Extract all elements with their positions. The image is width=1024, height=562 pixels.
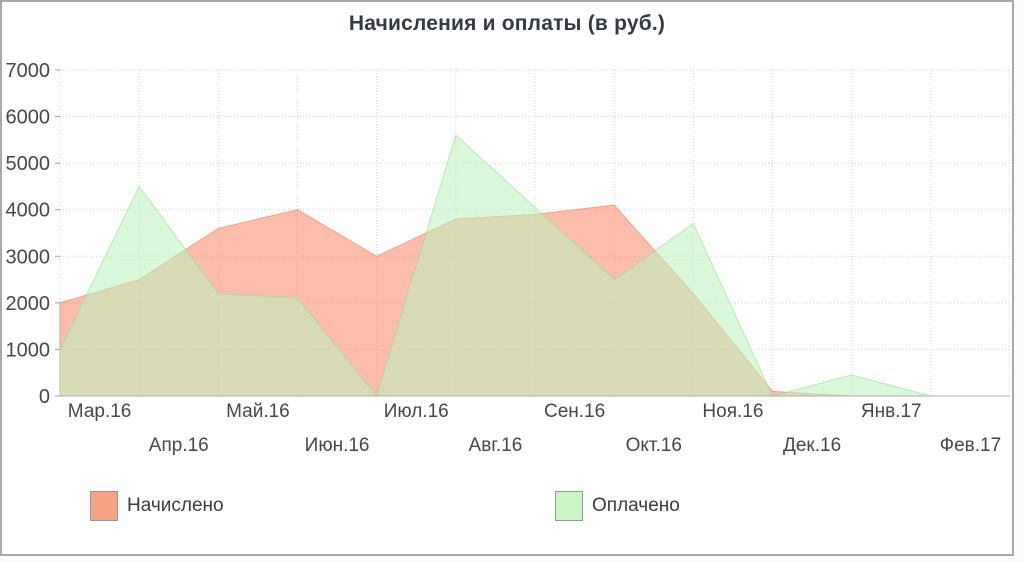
chart-title: Начисления и оплаты (в руб.) bbox=[348, 12, 666, 35]
x-tick-label: Июн.16 bbox=[305, 435, 370, 456]
x-tick-label: Сен.16 bbox=[544, 401, 605, 422]
y-tick-label: 2000 bbox=[6, 293, 51, 315]
y-tick-label: 1000 bbox=[6, 339, 51, 361]
x-tick-label: Окт.16 bbox=[626, 435, 682, 456]
legend-swatch-paid-icon bbox=[555, 491, 583, 521]
legend-item-accrued: Начислено bbox=[90, 491, 224, 521]
legend-label-accrued: Начислено bbox=[127, 495, 224, 516]
y-tick-label: 6000 bbox=[6, 107, 51, 129]
y-tick-label: 0 bbox=[39, 386, 50, 408]
x-tick-label: Апр.16 bbox=[149, 435, 209, 456]
legend-swatch-accrued-icon bbox=[90, 491, 118, 521]
y-tick-label: 7000 bbox=[6, 60, 51, 82]
x-tick-label: Ноя.16 bbox=[702, 401, 763, 422]
y-tick-label: 3000 bbox=[6, 246, 51, 268]
legend-item-paid: Оплачено bbox=[555, 491, 680, 521]
legend-label-paid: Оплачено bbox=[592, 495, 680, 516]
x-tick-label: Июл.16 bbox=[384, 401, 449, 422]
area-series-paid bbox=[59, 134, 931, 398]
chart-plot-canvas: 0 1000 2000 3000 4000 5000 6000 7000 Мар.16 Апр.1… bbox=[6, 60, 1011, 456]
x-tick-label: Дек.16 bbox=[783, 435, 841, 456]
x-tick-label: Фев.17 bbox=[940, 435, 1002, 456]
y-tick-label: 5000 bbox=[6, 153, 51, 175]
y-tick-label: 4000 bbox=[6, 200, 51, 222]
x-tick-label: Авг.16 bbox=[469, 435, 523, 456]
x-tick-label: Янв.17 bbox=[861, 401, 922, 422]
x-tick-label: Мар.16 bbox=[68, 401, 132, 422]
x-tick-label: Май.16 bbox=[226, 401, 290, 422]
